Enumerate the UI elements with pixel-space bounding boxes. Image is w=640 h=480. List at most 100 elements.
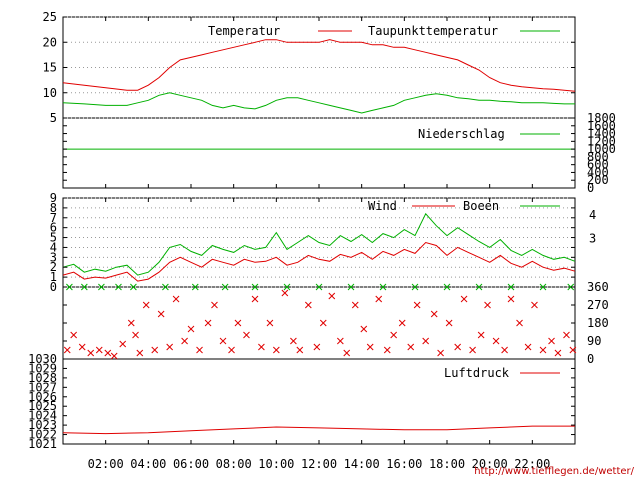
y-tick-label: 1027	[28, 380, 57, 394]
scatter-point	[162, 283, 169, 291]
scatter-point	[115, 283, 122, 291]
x-tick-label: 08:00	[216, 457, 252, 471]
scatter-point	[407, 343, 415, 351]
scatter-point	[296, 346, 304, 354]
scatter-point	[221, 283, 229, 291]
y-tick-label: 7	[50, 211, 57, 225]
y-tick-label: 1022	[28, 428, 57, 442]
scatter-point	[477, 331, 485, 339]
scatter-point	[390, 331, 398, 339]
y-tick-label: 3	[50, 250, 57, 264]
scatter-point	[66, 283, 73, 291]
scatter-point	[157, 310, 165, 318]
y-tick-label: 5	[50, 231, 57, 245]
scatter-point	[422, 337, 430, 345]
y-tick-label: 20	[43, 35, 57, 49]
credit-link[interactable]: http://www.tiefflegen.de/wetter/	[474, 466, 634, 477]
scatter-point	[151, 346, 159, 354]
x-axis-labels: 02:00 04:00 06:00 08:00 10:00 12:00 14:00 16:00…	[88, 457, 551, 471]
scatter-point	[283, 283, 291, 291]
y-tick-label: 1400	[587, 127, 616, 141]
scatter-point	[379, 283, 387, 291]
scatter-point	[132, 331, 139, 339]
y-tick-label: 10	[43, 86, 57, 100]
y-tick-label: 2	[50, 260, 57, 274]
scatter-point	[411, 283, 419, 291]
scatter-point	[469, 346, 476, 354]
x-tick-label: 20:00	[472, 457, 508, 471]
scatter-point	[304, 301, 312, 309]
x-tick-label: 14:00	[344, 457, 380, 471]
right-tick-label: 3	[589, 232, 596, 246]
scatter-point	[507, 283, 515, 291]
y-tick-label: 90	[587, 334, 601, 348]
y-tick-label: 8	[50, 201, 57, 215]
scatter-point	[228, 346, 235, 354]
scatter-point	[78, 343, 86, 351]
y-tick-label: 0	[587, 352, 594, 366]
y-tick-label: 1600	[587, 119, 616, 133]
scatter-point	[80, 283, 88, 291]
y-tick-label: 25	[43, 10, 57, 24]
scatter-point	[343, 349, 351, 357]
scatter-point	[315, 283, 323, 291]
scatter-point	[251, 295, 259, 303]
scatter-point	[507, 295, 515, 303]
y-tick-label: 270	[587, 298, 609, 312]
scatter-point	[398, 319, 406, 327]
series-line	[62, 92, 575, 114]
legend-wind-label: Wind	[368, 199, 397, 213]
scatter-point	[454, 343, 462, 351]
scatter-point	[351, 301, 359, 309]
y-tick-label: 1025	[28, 399, 57, 413]
legend-temperatur-label: Temperatur	[208, 24, 280, 38]
scatter-point	[181, 337, 188, 345]
x-tick-label: 12:00	[301, 457, 337, 471]
scatter-point	[281, 289, 289, 297]
scatter-point	[127, 319, 135, 327]
scatter-point	[63, 346, 71, 354]
scatter-point	[98, 283, 105, 291]
scatter-point	[319, 319, 327, 327]
scatter-point	[87, 349, 95, 357]
scatter-point	[445, 319, 453, 327]
scatter-point	[313, 343, 321, 351]
scatter-point	[563, 331, 570, 339]
series-line	[62, 39, 576, 92]
y-tick-label: 800	[587, 150, 609, 164]
scatter-point	[524, 343, 532, 351]
series-line	[62, 425, 575, 435]
scatter-point	[172, 295, 180, 303]
series-layer	[62, 39, 577, 435]
scatter-point	[204, 319, 212, 327]
y-tick-label: 1030	[28, 352, 57, 366]
x-tick-label: 04:00	[130, 457, 166, 471]
y-tick-label: 360	[587, 280, 609, 294]
x-tick-label: 16:00	[386, 457, 422, 471]
scatter-point	[360, 325, 368, 333]
scatter-point	[219, 337, 227, 345]
scatter-point	[211, 301, 218, 309]
scatter-point	[443, 283, 451, 291]
y-tick-label: 9	[50, 191, 57, 205]
scatter-point	[95, 346, 103, 354]
y-tick-label: 5	[50, 111, 57, 125]
scatter-point	[251, 283, 259, 291]
scatter-point	[492, 337, 500, 345]
y-tick-label: 15	[43, 61, 57, 75]
legend-niederschlag-label: Niederschlag	[418, 127, 505, 141]
y-tick-label: 1028	[28, 371, 57, 385]
y-tick-label: 1023	[28, 418, 57, 432]
scatter-point	[130, 283, 137, 291]
scatter-point	[567, 283, 575, 291]
y-tick-label: 1029	[28, 361, 57, 375]
scatter-point	[460, 295, 468, 303]
scatter-point	[336, 337, 344, 345]
scatter-point	[104, 349, 112, 357]
scatter-point	[266, 319, 274, 327]
y-tick-label: 1200	[587, 134, 616, 148]
scatter-point	[554, 349, 562, 357]
scatter-point	[290, 337, 297, 345]
scatter-point	[501, 346, 508, 354]
